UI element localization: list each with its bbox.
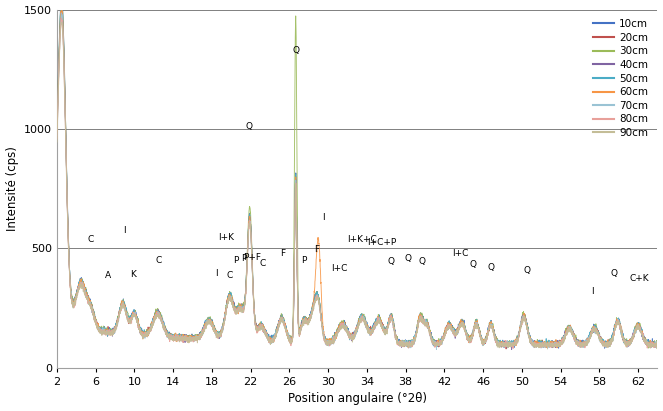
Text: I: I: [591, 287, 594, 296]
Text: I+C+P: I+C+P: [367, 238, 396, 247]
Y-axis label: Intensité (cps): Intensité (cps): [5, 146, 19, 231]
Text: C+K: C+K: [629, 274, 649, 283]
Text: F: F: [314, 245, 319, 254]
Text: C: C: [226, 271, 233, 280]
Text: Q: Q: [404, 254, 411, 263]
Text: C: C: [259, 259, 265, 268]
Text: Q: Q: [418, 257, 426, 266]
Text: I+K: I+K: [219, 233, 235, 242]
Text: I: I: [123, 226, 126, 235]
Text: I+K+C: I+K+C: [347, 235, 377, 244]
Text: A: A: [105, 271, 111, 280]
Text: Q: Q: [388, 256, 394, 266]
Text: Q: Q: [611, 269, 617, 278]
Text: Q: Q: [523, 266, 530, 275]
Text: P+F: P+F: [243, 253, 261, 261]
Text: C: C: [88, 235, 94, 244]
Text: F: F: [280, 249, 285, 258]
Text: I: I: [322, 213, 325, 222]
Text: C: C: [156, 256, 162, 265]
X-axis label: Position angulaire (°2θ): Position angulaire (°2θ): [288, 393, 427, 405]
Legend: 10cm, 20cm, 30cm, 40cm, 50cm, 60cm, 70cm, 80cm, 90cm: 10cm, 20cm, 30cm, 40cm, 50cm, 60cm, 70cm…: [589, 15, 652, 142]
Text: I: I: [215, 269, 218, 278]
Text: P: P: [241, 254, 247, 263]
Text: I+C: I+C: [332, 264, 348, 273]
Text: Q: Q: [487, 263, 495, 272]
Text: P: P: [233, 256, 239, 265]
Text: Q: Q: [292, 46, 300, 55]
Text: Q: Q: [470, 260, 477, 269]
Text: K: K: [131, 270, 137, 279]
Text: I+C: I+C: [452, 249, 468, 258]
Text: Q: Q: [245, 122, 252, 132]
Text: P: P: [301, 256, 306, 265]
